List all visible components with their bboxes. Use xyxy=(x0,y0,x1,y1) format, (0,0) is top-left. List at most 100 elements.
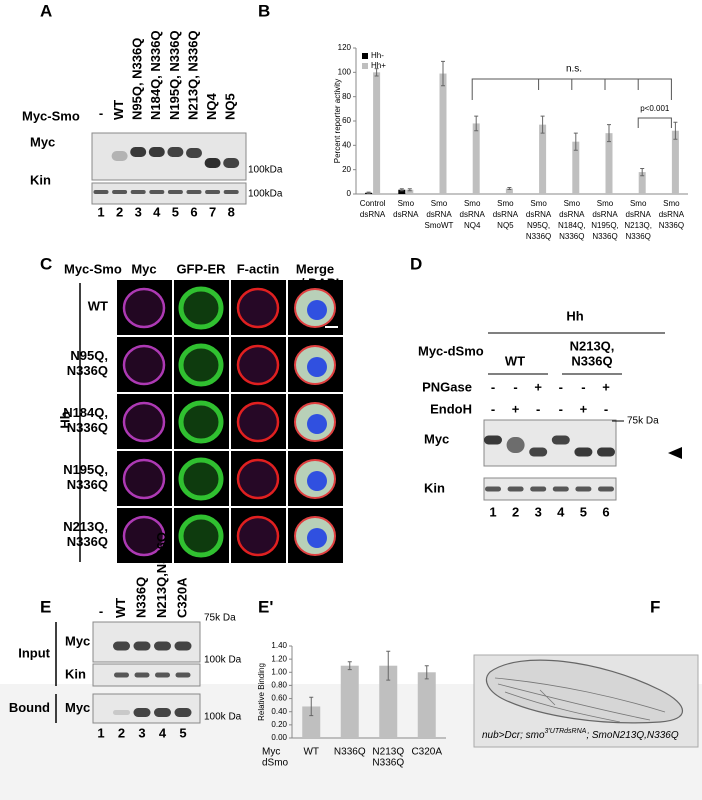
cell xyxy=(178,514,224,558)
marker-label: 75k Da xyxy=(204,613,236,624)
x-tick-label: N184Q, xyxy=(558,221,586,230)
lane-number: 6 xyxy=(190,204,197,219)
error-bar xyxy=(399,188,404,192)
error-bar xyxy=(386,650,391,681)
blot-label: Kin xyxy=(65,666,86,681)
treatment-sign: + xyxy=(580,401,588,416)
y-tick-label: 1.00 xyxy=(271,667,287,676)
cell xyxy=(236,287,280,329)
error-bar xyxy=(474,115,479,132)
blot xyxy=(483,419,617,467)
x-tick-label: Smo xyxy=(530,199,547,208)
x-tick-label: Smo xyxy=(564,199,581,208)
error-bar xyxy=(407,188,412,192)
bar xyxy=(572,141,580,194)
blot-band xyxy=(134,672,150,678)
cell xyxy=(178,400,224,444)
lane-label: N195Q, N336Q xyxy=(167,30,182,120)
lane-number: 8 xyxy=(228,204,235,219)
blot-band xyxy=(223,158,240,168)
wing-veins xyxy=(494,677,666,723)
nucleus xyxy=(307,471,327,491)
x-tick-label: dsRNA xyxy=(592,210,618,219)
treatment-sign: - xyxy=(559,379,563,394)
lane-number: 7 xyxy=(209,204,216,219)
blot-label: Kin xyxy=(424,480,445,495)
marker-label: 100k Da xyxy=(204,655,242,666)
lane-label: N213Q,N336Q xyxy=(154,532,169,618)
lane-label: N336Q xyxy=(133,577,148,618)
bar xyxy=(302,706,321,738)
section-label: Bound xyxy=(9,700,50,715)
marker-label: 100k Da xyxy=(204,712,242,723)
lane-number: 4 xyxy=(557,504,565,519)
lane-label: WT xyxy=(111,100,126,120)
x-tick-label: N336Q xyxy=(592,232,617,241)
x-tick-label: Smo xyxy=(663,199,680,208)
lane-number: 1 xyxy=(97,725,104,740)
lane-number: 2 xyxy=(512,504,519,519)
error-bar xyxy=(673,121,678,140)
y-tick-label: 100 xyxy=(338,67,352,76)
lane-number: 1 xyxy=(489,504,496,519)
blot-band xyxy=(551,435,570,445)
blot-band xyxy=(130,190,146,194)
treatment-sign: - xyxy=(513,379,517,394)
y-axis-title: Relative Binding xyxy=(257,663,266,721)
caption-part: 3'UTRdsRNA xyxy=(545,728,587,735)
x-tick-label: Smo xyxy=(431,199,448,208)
x-tick-label: dsRNA xyxy=(559,210,585,219)
bar xyxy=(379,665,398,738)
nucleus xyxy=(307,357,327,377)
cell xyxy=(178,286,224,330)
group-label: WT xyxy=(505,353,525,368)
panel-label: E' xyxy=(258,597,273,616)
error-bar xyxy=(374,68,379,77)
x-tick-label: C320A xyxy=(411,747,442,758)
x-tick-label: N336Q xyxy=(559,232,584,241)
x-tick-label: N213Q, xyxy=(624,221,652,230)
cell xyxy=(236,401,280,443)
y-tick-label: 0.00 xyxy=(271,733,287,742)
blot-band xyxy=(155,672,170,678)
blot xyxy=(483,477,617,501)
x-tick-label: dsRNA xyxy=(659,210,685,219)
condition-label: Hh xyxy=(566,308,583,323)
error-bar xyxy=(540,115,545,134)
panel-label: E xyxy=(40,597,51,616)
x-tick-label: Smo xyxy=(630,199,647,208)
blot-band xyxy=(485,486,501,492)
blot-band xyxy=(205,190,221,194)
x-tick-label: dsRNA xyxy=(426,210,452,219)
lane-number: 2 xyxy=(116,204,123,219)
row-label: N336Q xyxy=(67,363,108,378)
blot-band xyxy=(148,147,165,157)
x-tick-label: N95Q, xyxy=(527,221,550,230)
treatment-sign: + xyxy=(602,379,610,394)
x-axis-title: Myc xyxy=(262,747,280,758)
error-bar xyxy=(573,132,578,151)
cell xyxy=(122,458,166,500)
x-tick-label: NQ4 xyxy=(464,221,481,230)
treatment-sign: - xyxy=(581,379,585,394)
nucleus xyxy=(307,300,327,320)
error-bar xyxy=(366,191,371,194)
blot-band xyxy=(112,190,128,194)
cell xyxy=(236,344,280,386)
caption-part: nub>Dcr; smo xyxy=(482,730,545,741)
blot-band xyxy=(530,486,547,492)
blot-label: Myc xyxy=(65,700,90,715)
bar xyxy=(605,133,613,194)
blot-band xyxy=(529,447,548,457)
arrowhead xyxy=(668,447,682,459)
y-tick-label: 20 xyxy=(342,165,351,174)
row-title: Myc-dSmo xyxy=(418,343,484,358)
blot-band xyxy=(174,641,192,651)
panel-label: F xyxy=(650,597,660,616)
blot-band xyxy=(175,672,191,678)
x-tick-label: dsRNA xyxy=(493,210,519,219)
blot-band xyxy=(167,147,184,157)
x-tick-label: dsRNA xyxy=(360,210,386,219)
blot-band xyxy=(575,486,592,492)
